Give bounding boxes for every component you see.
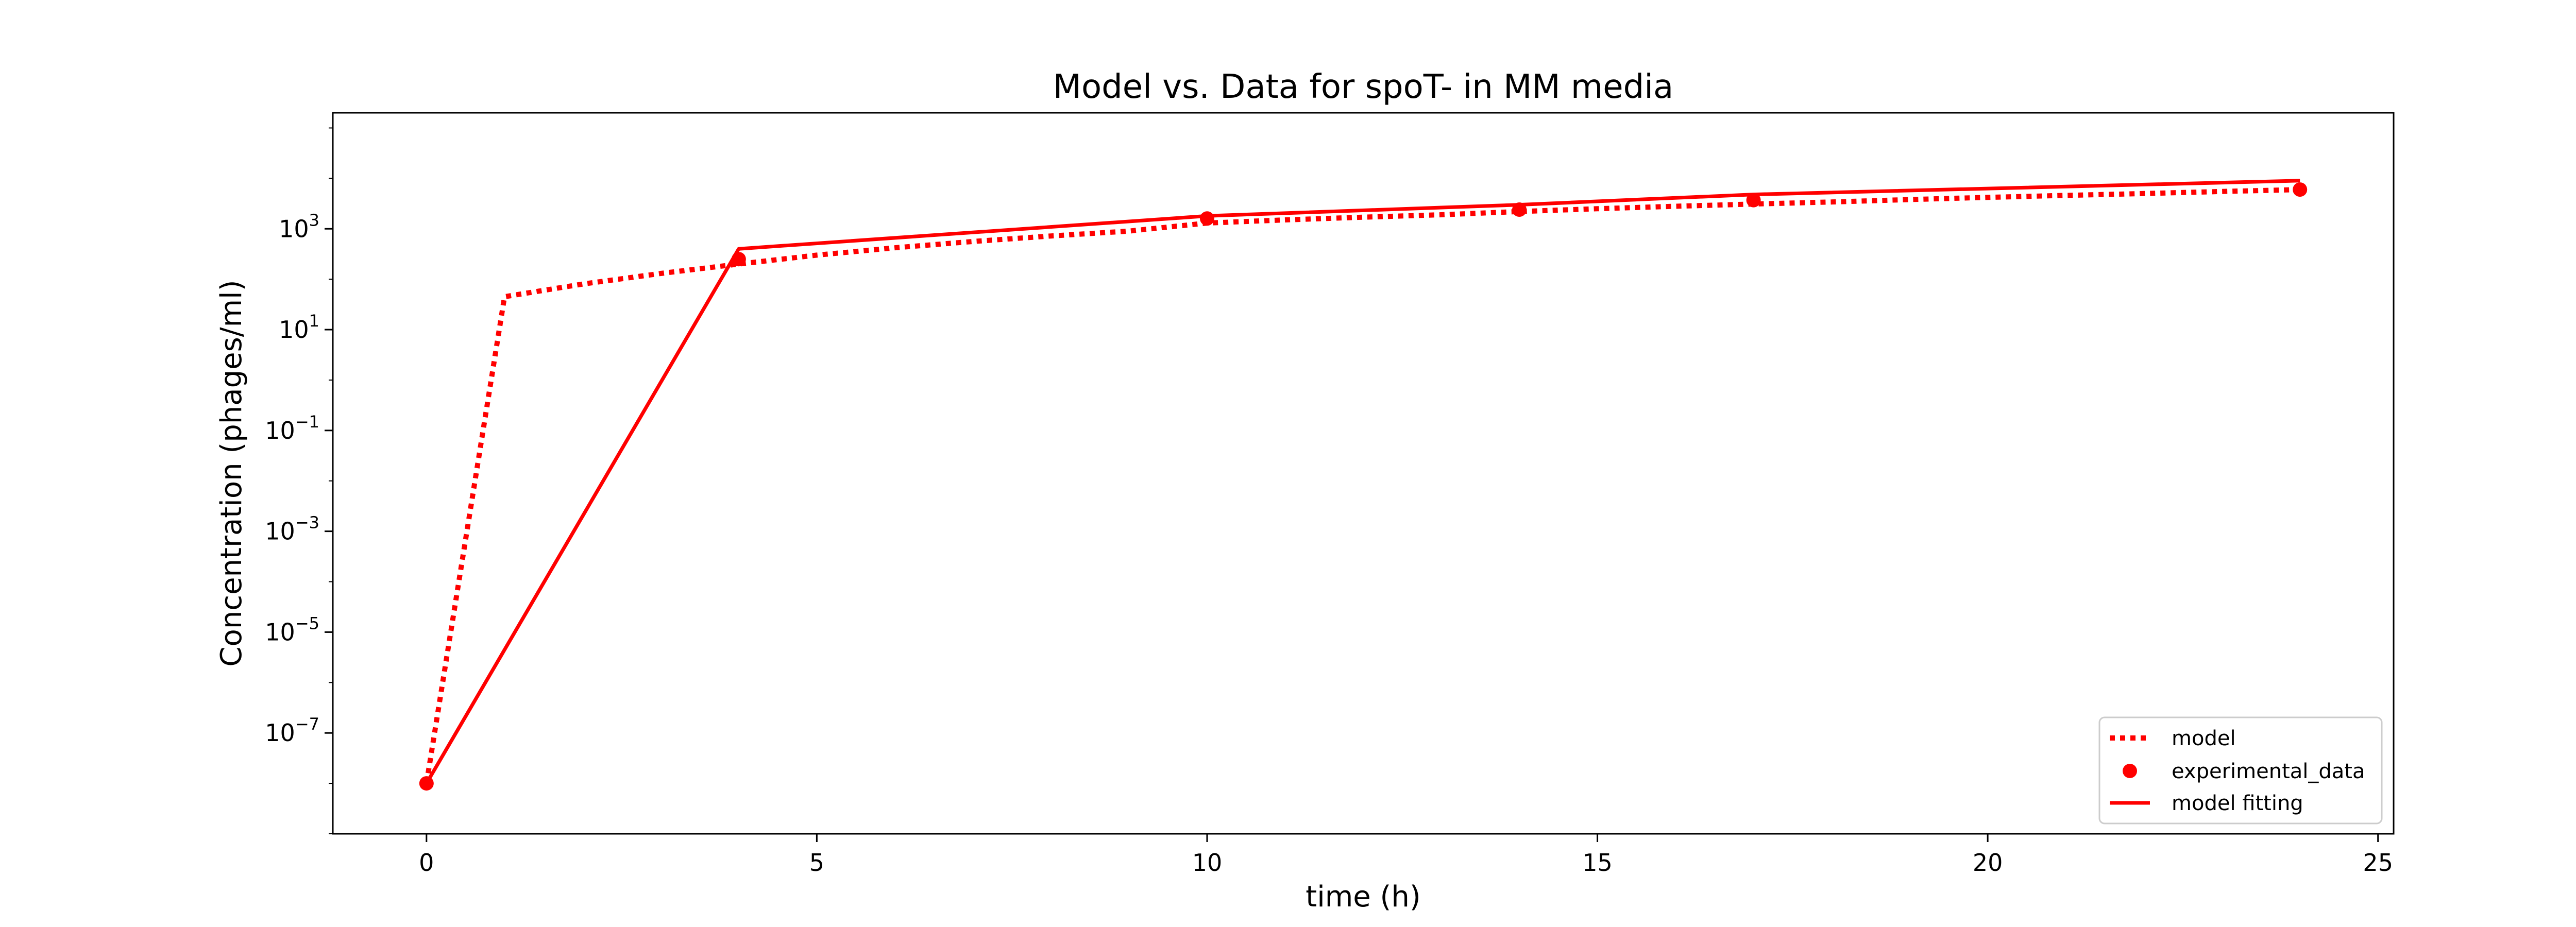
legend-frame <box>2098 716 2383 825</box>
x-tick-label: 0 <box>419 849 434 877</box>
x-axis-label: time (h) <box>1306 880 1421 914</box>
x-axis-ticks: 0 5 10 15 20 25 <box>419 834 2393 877</box>
x-tick-label: 25 <box>2363 849 2393 877</box>
experimental-data-point <box>1746 193 1761 208</box>
x-tick-label: 20 <box>1973 849 2003 877</box>
series-layer <box>419 179 2308 791</box>
y-axis-label: Concentration (phages/ml) <box>215 280 248 666</box>
y-axis-ticks: 10−7 10−5 10−3 10−1 101 103 <box>265 127 333 834</box>
y-tick-label: 10−5 <box>265 613 319 646</box>
model-line <box>423 187 2300 784</box>
plot-area <box>419 179 2308 791</box>
model-fitting-line <box>425 179 2300 784</box>
legend-model-fitting-label: model fitting <box>2172 792 2303 815</box>
legend-experimental-data-marker <box>2123 764 2137 778</box>
x-tick-label: 15 <box>1582 849 1613 877</box>
experimental-data-point <box>1199 211 1214 226</box>
y-tick-label: 103 <box>279 210 319 243</box>
legend-experimental-data-label: experimental_data <box>2172 760 2365 783</box>
y-tick-label: 10−7 <box>265 714 319 747</box>
legend: model experimental_data model fitting <box>2098 716 2383 825</box>
x-tick-label: 10 <box>1192 849 1223 877</box>
axes-frame <box>332 112 2395 835</box>
y-tick-label: 101 <box>279 311 319 344</box>
y-tick-label: 10−3 <box>265 513 319 545</box>
chart-title: Model vs. Data for spoT- in MM media <box>1053 68 1674 106</box>
legend-model-label: model <box>2172 727 2236 750</box>
plot-background <box>333 113 2394 834</box>
y-tick-label: 10−1 <box>265 412 319 444</box>
experimental-data-point <box>2293 182 2308 197</box>
x-tick-label: 5 <box>809 849 824 877</box>
